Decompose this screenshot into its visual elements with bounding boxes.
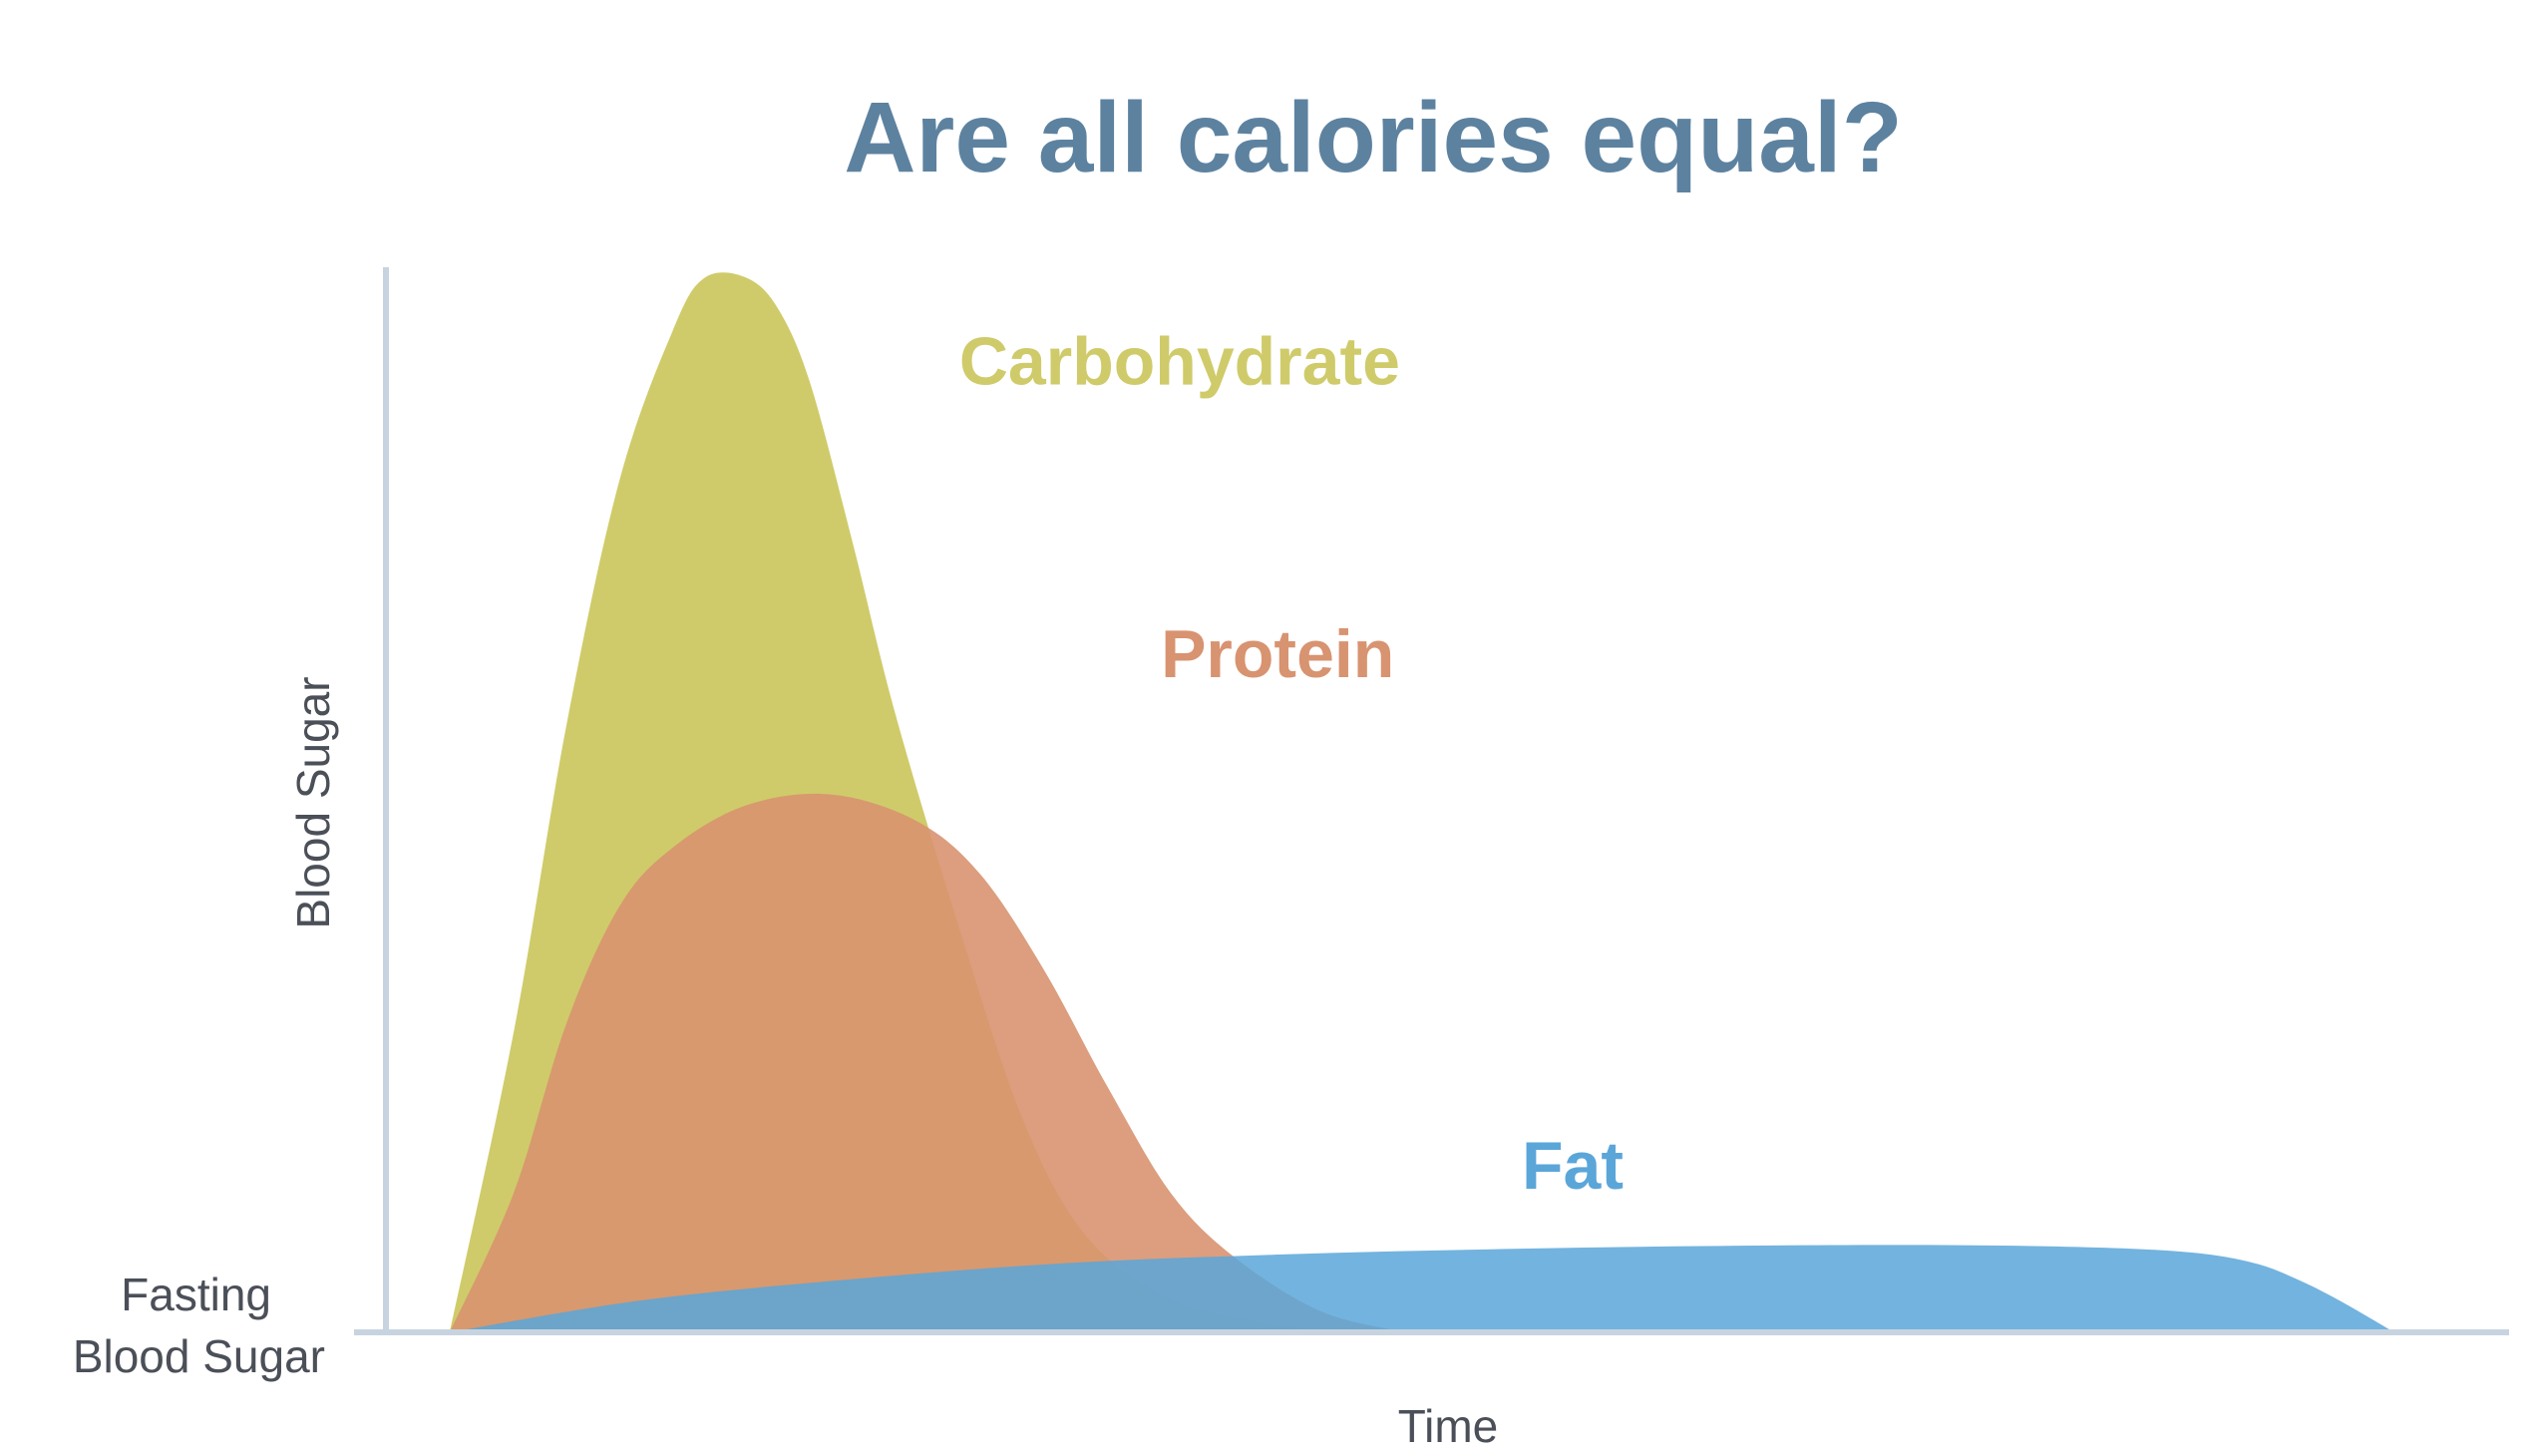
- series-label-protein: Protein: [1161, 616, 1394, 692]
- series-layer: [449, 272, 2394, 1333]
- area-fat: [449, 1245, 2394, 1332]
- x-axis-label: Time: [1398, 1400, 1499, 1452]
- y-axis-label: Blood Sugar: [287, 676, 339, 928]
- baseline-label-line1: Fasting: [121, 1269, 271, 1320]
- label-layer: Carbohydrate Protein Fat: [959, 323, 1624, 1203]
- series-label-carbohydrate: Carbohydrate: [959, 323, 1400, 399]
- chart-title: Are all calories equal?: [844, 82, 1903, 193]
- series-label-fat: Fat: [1522, 1128, 1624, 1204]
- baseline-label-line2: Blood Sugar: [73, 1330, 325, 1382]
- area-protein: [449, 793, 1405, 1332]
